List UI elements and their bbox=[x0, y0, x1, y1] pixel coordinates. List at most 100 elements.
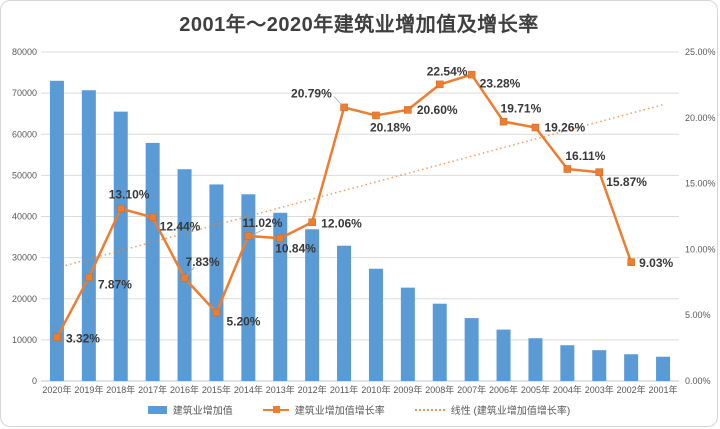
x-axis-label: 2003年 bbox=[585, 384, 614, 395]
right-axis-tick: 20.00% bbox=[685, 113, 716, 123]
x-axis-label: 2016年 bbox=[170, 384, 199, 395]
line-marker bbox=[436, 80, 444, 89]
left-axis-tick: 70000 bbox=[12, 88, 37, 98]
label-leader-line bbox=[186, 266, 195, 277]
x-axis-label: 2014年 bbox=[234, 384, 263, 395]
bar bbox=[624, 354, 639, 381]
line-marker bbox=[117, 204, 125, 213]
x-axis-label: 2009年 bbox=[393, 384, 422, 395]
chart-legend: 建筑业增加值 建筑业增加值增长率 线性 (建筑业增加值增长率) bbox=[1, 402, 717, 417]
bar bbox=[209, 184, 224, 381]
bar bbox=[305, 229, 320, 381]
line-marker bbox=[531, 123, 540, 132]
x-axis-label: 2008年 bbox=[425, 384, 454, 395]
data-label: 13.10% bbox=[109, 188, 150, 202]
x-axis-label: 2015年 bbox=[202, 384, 231, 395]
x-axis-label: 2018年 bbox=[106, 384, 135, 395]
legend-label-growth-rate: 建筑业增加值增长率 bbox=[294, 406, 385, 417]
data-label: 11.02% bbox=[242, 216, 282, 230]
data-label: 7.87% bbox=[98, 277, 132, 291]
label-leader-line bbox=[252, 228, 265, 236]
left-axis-tick: 50000 bbox=[12, 170, 37, 180]
trendline-swatch-icon bbox=[414, 408, 445, 411]
chart-plot-area: 0 10000 20000 30000 40000 50000 60000 70000 8000… bbox=[12, 47, 716, 395]
bar bbox=[464, 318, 479, 381]
legend-label-added-value: 建筑业增加值 bbox=[172, 406, 233, 417]
right-axis-tick: 5.00% bbox=[685, 310, 711, 320]
x-axis-label: 2012年 bbox=[298, 384, 327, 395]
line-marker bbox=[372, 111, 380, 120]
line-marker bbox=[467, 70, 476, 79]
bar-series-swatch-icon bbox=[147, 405, 167, 414]
data-label: 20.79% bbox=[291, 86, 332, 100]
data-label: 10.84% bbox=[275, 241, 316, 255]
chart-title: 2001年～2020年建筑业增加值及增长率 bbox=[179, 14, 539, 36]
line-marker bbox=[595, 168, 603, 176]
trendline bbox=[56, 103, 664, 269]
bar bbox=[656, 356, 671, 381]
x-axis-label: 2010年 bbox=[361, 384, 390, 395]
right-axis-tick: 0.00% bbox=[685, 376, 711, 386]
line-marker bbox=[212, 308, 221, 317]
line-marker bbox=[563, 165, 572, 173]
bar bbox=[496, 329, 511, 381]
left-axis-tick: 80000 bbox=[12, 47, 37, 57]
line-marker bbox=[340, 103, 348, 112]
left-axis-tick: 20000 bbox=[12, 294, 37, 304]
bar bbox=[337, 245, 352, 381]
x-axis-label: 2013年 bbox=[266, 384, 295, 395]
bar bbox=[145, 142, 160, 381]
bar bbox=[592, 350, 607, 381]
x-axis-label: 2006年 bbox=[489, 384, 518, 395]
data-label: 19.71% bbox=[501, 102, 542, 116]
legend-item-trendline: 线性 (建筑业增加值增长率) bbox=[414, 402, 571, 417]
line-marker bbox=[53, 333, 61, 342]
x-axis-label: 2004年 bbox=[553, 384, 582, 395]
label-leader-line bbox=[333, 96, 343, 106]
line-marker bbox=[499, 117, 508, 126]
x-axis-label: 2017年 bbox=[138, 384, 167, 395]
data-label: 22.54% bbox=[427, 64, 468, 78]
left-axis-tick: 0 bbox=[32, 376, 37, 386]
data-label: 20.60% bbox=[417, 103, 458, 117]
bar bbox=[368, 268, 383, 381]
data-label: 15.87% bbox=[606, 175, 647, 189]
data-label: 12.44% bbox=[160, 219, 201, 233]
bar bbox=[49, 80, 64, 381]
line-marker bbox=[627, 258, 635, 266]
line-marker bbox=[244, 232, 253, 240]
bar bbox=[528, 338, 543, 381]
bar bbox=[241, 194, 256, 381]
left-axis-tick: 40000 bbox=[12, 212, 37, 222]
right-axis-tick: 25.00% bbox=[685, 47, 716, 57]
left-axis-tick: 30000 bbox=[12, 253, 37, 263]
legend-label-trendline: 线性 (建筑业增加值增长率) bbox=[450, 406, 571, 417]
bar bbox=[432, 303, 447, 381]
line-marker bbox=[308, 218, 316, 227]
bar bbox=[400, 287, 415, 381]
right-axis-tick: 15.00% bbox=[685, 179, 716, 189]
x-axis-label: 2019年 bbox=[74, 384, 103, 395]
data-label: 12.06% bbox=[321, 216, 362, 230]
line-marker bbox=[180, 274, 189, 282]
x-axis-label: 2005年 bbox=[521, 384, 550, 395]
line-marker bbox=[404, 106, 412, 114]
legend-item-growth-rate: 建筑业增加值增长率 bbox=[262, 402, 385, 417]
bar bbox=[81, 90, 96, 381]
x-axis-label: 2001年 bbox=[649, 384, 678, 395]
data-label: 19.26% bbox=[544, 121, 585, 135]
line-marker bbox=[85, 273, 93, 282]
x-axis-label: 2011年 bbox=[330, 384, 358, 395]
x-axis-label: 2007年 bbox=[457, 384, 486, 395]
data-label: 23.28% bbox=[480, 77, 521, 91]
left-axis-tick: 10000 bbox=[12, 335, 37, 345]
left-axis-tick: 60000 bbox=[12, 129, 37, 139]
data-label: 5.20% bbox=[226, 315, 260, 329]
data-label: 16.11% bbox=[565, 149, 605, 163]
bar bbox=[113, 111, 128, 381]
line-marker bbox=[276, 234, 284, 243]
data-label: 3.32% bbox=[66, 331, 100, 345]
x-axis-label: 2020年 bbox=[42, 384, 71, 395]
data-label: 20.18% bbox=[370, 120, 411, 134]
x-axis-label: 2002年 bbox=[617, 384, 646, 395]
